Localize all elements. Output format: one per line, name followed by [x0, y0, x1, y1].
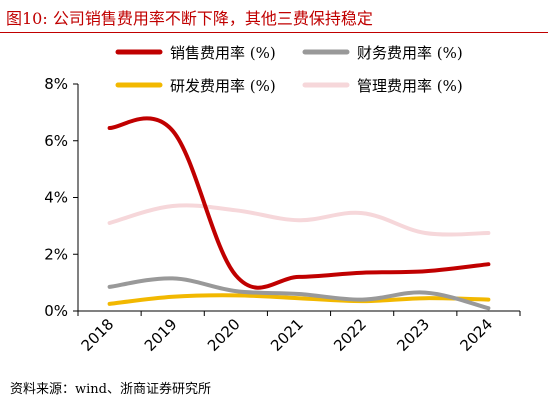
x-tick-label: 2021	[267, 315, 307, 355]
y-tick-label: 8%	[44, 75, 68, 93]
source-note: 资料来源：wind、浙商证券研究所	[10, 382, 211, 397]
chart-legend: 销售费用率 (%) 财务费用率 (%) 研发费用率 (%) 管理费用率 (%)	[115, 44, 463, 95]
legend-label-admin: 管理费用率 (%)	[357, 77, 463, 95]
series-line-finance	[107, 276, 491, 311]
x-tick-label: 2022	[330, 315, 370, 355]
x-tick-label: 2023	[393, 315, 433, 355]
series-line-sales	[107, 116, 491, 290]
legend-label-sales: 销售费用率 (%)	[170, 44, 276, 62]
chart-series	[107, 116, 491, 311]
x-tick-label: 2020	[204, 315, 244, 355]
chart-title: 图10: 公司销售费用率不断下降，其他三费保持稳定	[6, 9, 373, 28]
y-tick-label: 6%	[44, 132, 68, 150]
legend-label-rd: 研发费用率 (%)	[170, 77, 276, 95]
series-line-admin	[107, 203, 491, 237]
x-tick-label: 2024	[457, 315, 497, 355]
series-line-rd	[107, 293, 491, 306]
legend-label-finance: 财务费用率 (%)	[357, 44, 463, 62]
title-divider	[0, 32, 548, 33]
x-tick-label: 2018	[78, 315, 118, 355]
chart-axes: 0% 2% 4% 6% 8% 2018 2019 2020 2021 2022 2023 2024	[44, 75, 521, 355]
y-tick-label: 4%	[44, 189, 68, 207]
y-tick-label: 2%	[44, 245, 68, 263]
y-tick-label: 0%	[44, 302, 68, 320]
x-tick-label: 2019	[141, 315, 181, 355]
